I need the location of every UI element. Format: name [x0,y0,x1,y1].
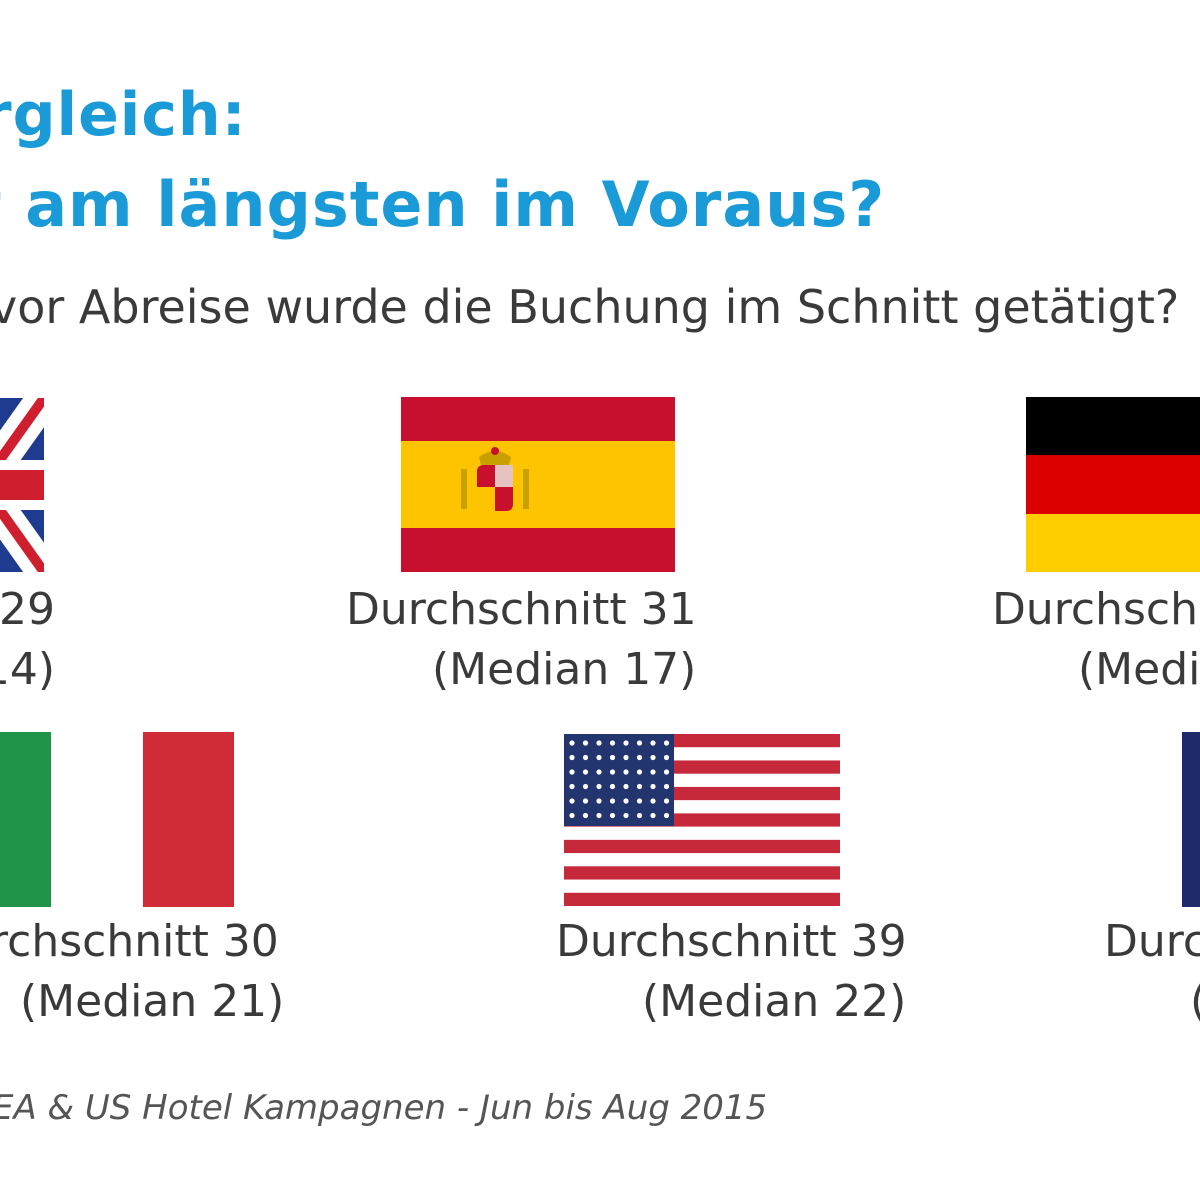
spain-median: (Median 17) [432,644,697,695]
usa-average: Durchschnitt 39 [556,916,907,967]
france-flag [1182,732,1200,907]
title-line-1: rgleich: [0,80,247,150]
subtitle: vor Abreise wurde die Buchung im Schnitt… [0,280,1180,334]
italy-average: rchschnitt 30 [0,916,279,967]
spain-average: Durchschnitt 31 [346,584,697,635]
germany-median: (Media [1078,644,1200,695]
spain-coat-of-arms-icon [461,447,529,511]
source-note: EA & US Hotel Kampagnen - Jun bis Aug 20… [0,1088,768,1128]
germany-flag [1026,397,1200,572]
france-median: ( [1190,972,1200,1032]
title-line-2: t am längsten im Voraus? [0,168,886,241]
usa-median: (Median 22) [642,976,907,1027]
uk-median: 14) [0,644,55,695]
germany-average: Durchschn [992,584,1200,635]
usa-flag [564,734,840,906]
france-average: Durc [1104,916,1200,967]
italy-median: (Median 21) [20,976,285,1027]
italy-flag [0,732,234,907]
uk-average: 29 [0,584,55,635]
uk-flag [0,398,44,572]
spain-flag [401,397,675,572]
